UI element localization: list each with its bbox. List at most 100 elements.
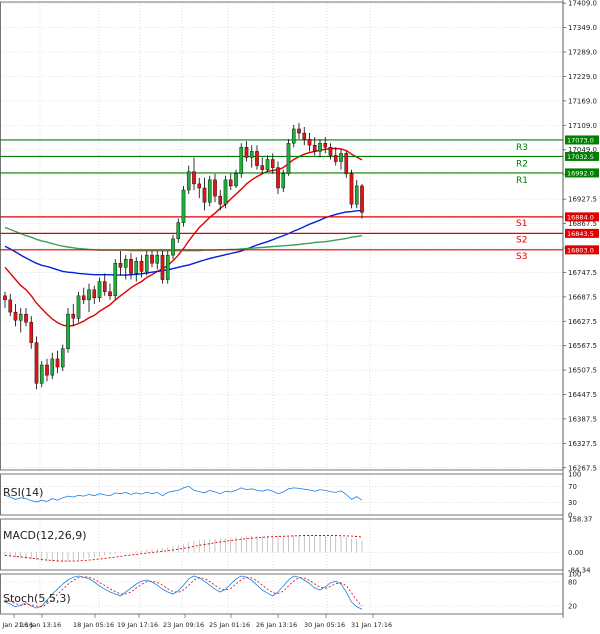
panel-frame-rsi: [0, 473, 564, 516]
candle-bullish: [186, 171, 191, 191]
candle-bullish: [265, 159, 270, 170]
candle-bullish: [50, 358, 55, 376]
y-axis-tick-label: 16747.5: [568, 269, 597, 277]
candle-bearish: [45, 364, 49, 376]
candle-bearish: [8, 299, 13, 313]
level-price-label: 16803.0: [567, 246, 594, 254]
level-name-r1: R1: [516, 176, 528, 186]
rsi-tick-label: 70: [568, 483, 577, 491]
y-axis-tick-label: 16627.5: [568, 318, 597, 326]
y-axis-tick-label: 16327.5: [568, 440, 597, 448]
candle-bearish: [360, 185, 364, 213]
candle-bullish: [87, 289, 91, 301]
candle-bearish: [307, 138, 312, 146]
y-axis-tick-label: 17229.0: [568, 73, 597, 81]
candle-bearish: [312, 145, 317, 152]
candle-bearish: [160, 254, 165, 280]
level-price-label: 17073.0: [567, 136, 594, 144]
candle-bearish: [55, 358, 60, 368]
candle-bearish: [344, 153, 349, 174]
candle-bearish: [118, 263, 123, 268]
candle-bullish: [249, 151, 254, 158]
level-name-r2: R2: [516, 159, 528, 169]
x-axis-tick-label: 31 Jan 17:16: [351, 621, 392, 629]
moving-average-line: [4, 147, 363, 328]
panel-frame-stoch: [0, 573, 564, 615]
level-name-s3: S3: [516, 252, 527, 262]
level-price-tag: [565, 135, 599, 145]
candle-bearish: [244, 147, 249, 158]
candle-bearish: [255, 151, 259, 166]
candle-bearish: [228, 179, 233, 187]
x-axis-tick-label: 23 Jan 09:16: [163, 621, 204, 629]
x-axis-tick-label: 19 Jan 17:16: [117, 621, 158, 629]
candle-bearish: [302, 132, 307, 140]
stoch-signal-line: [4, 576, 363, 608]
candle-bullish: [113, 263, 118, 297]
candle-bullish: [234, 173, 238, 187]
candle-bullish: [354, 185, 359, 205]
candle-bearish: [150, 254, 154, 264]
candle-bearish: [29, 322, 34, 343]
candle-bearish: [260, 165, 265, 170]
level-name-r3: R3: [516, 143, 528, 153]
candle-bullish: [339, 153, 343, 162]
macd-tick-label: 0.00: [568, 549, 584, 557]
candle-bearish: [108, 291, 112, 297]
candle-bullish: [66, 313, 70, 349]
candle-bearish: [129, 258, 133, 274]
y-axis-tick-label: 17169.0: [568, 97, 597, 105]
candle-bullish: [165, 254, 170, 280]
candle-bullish: [239, 147, 244, 174]
level-name-s2: S2: [516, 235, 527, 245]
stoch-tick-label: 20: [568, 603, 577, 611]
candle-bullish: [39, 364, 44, 384]
candle-bullish: [281, 173, 286, 189]
candle-bearish: [328, 147, 333, 156]
candle-bearish: [297, 128, 301, 134]
level-price-label: 17032.5: [567, 153, 594, 161]
level-price-tag: [565, 168, 599, 178]
candle-bullish: [176, 222, 181, 240]
candle-bullish: [76, 295, 81, 319]
level-price-label: 16992.0: [567, 169, 594, 177]
candle-bearish: [202, 187, 207, 203]
y-axis-tick-label: 16567.5: [568, 342, 597, 350]
stoch-main-line: [4, 575, 363, 610]
level-name-s1: S1: [516, 219, 527, 229]
rsi-tick-label: 0: [568, 512, 572, 520]
candle-bearish: [218, 195, 223, 205]
candle-bullish: [123, 258, 128, 268]
candle-bearish: [92, 289, 97, 299]
stoch-tick-label: 80: [568, 579, 577, 587]
candle-bullish: [97, 281, 102, 299]
y-axis-tick-label: 16387.5: [568, 415, 597, 423]
x-axis-tick-label: 26 Jan 13:16: [256, 621, 297, 629]
candle-bearish: [192, 171, 196, 185]
candle-bullish: [223, 179, 228, 205]
candle-bullish: [60, 348, 65, 368]
candle-bearish: [323, 143, 328, 148]
level-price-tag: [565, 151, 599, 161]
rsi-line: [4, 485, 363, 503]
y-axis-tick-label: 16447.5: [568, 391, 597, 399]
y-axis-tick-label: 17289.0: [568, 49, 597, 57]
moving-average-line: [4, 209, 363, 276]
level-price-label: 16843.5: [567, 230, 594, 238]
candle-bullish: [144, 254, 149, 272]
candle-bearish: [197, 183, 202, 189]
candle-bearish: [24, 313, 28, 323]
stoch-tick-label: 100: [568, 571, 581, 579]
macd-tick-label: 158.37: [568, 516, 593, 524]
x-axis-tick-label: 18 Jan 05:16: [73, 621, 114, 629]
candle-bearish: [333, 155, 338, 162]
macd-tick-label: -84.34: [568, 567, 591, 575]
x-axis-tick-label: 30 Jan 05:16: [304, 621, 345, 629]
y-axis-tick-label: 17109.0: [568, 122, 597, 130]
rsi-tick-label: 30: [568, 499, 577, 507]
candle-bearish: [270, 159, 275, 168]
level-price-label: 16884.0: [567, 213, 594, 221]
candle-bullish: [286, 143, 291, 174]
